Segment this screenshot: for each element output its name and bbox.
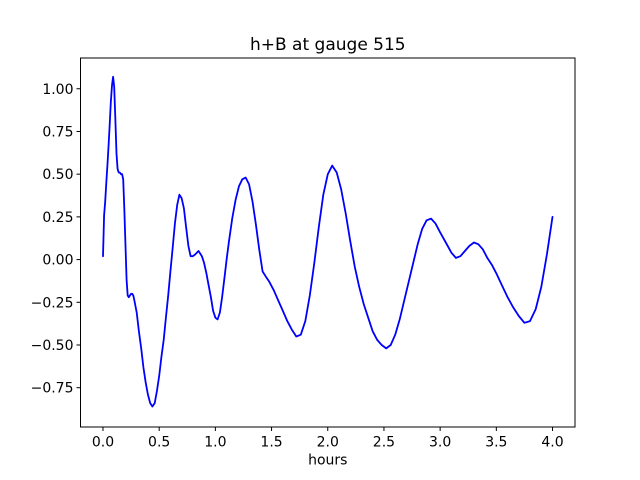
x-axis-label: hours xyxy=(308,453,347,469)
y-tick-label: 0.50 xyxy=(42,167,73,183)
y-tick-label: −0.50 xyxy=(31,338,74,354)
x-tick-label: 2.0 xyxy=(317,435,339,451)
y-tick-label: 1.00 xyxy=(42,82,73,98)
y-tick-label: 0.75 xyxy=(42,124,73,140)
y-axis-ticks: 1.00 0.75 0.50 0.25 0.00 −0.25 −0.50 −0.75 xyxy=(31,82,81,397)
x-tick-label: 4.0 xyxy=(541,435,563,451)
x-tick-label: 1.5 xyxy=(260,435,282,451)
x-tick-label: 0.5 xyxy=(148,435,170,451)
y-tick-label: −0.75 xyxy=(31,381,74,397)
chart-title: h+B at gauge 515 xyxy=(250,35,406,55)
x-axis-ticks: 0.0 0.5 1.0 1.5 2.0 2.5 3.0 3.5 4.0 xyxy=(92,427,564,451)
x-tick-label: 2.5 xyxy=(373,435,395,451)
x-tick-label: 0.0 xyxy=(92,435,114,451)
x-tick-label: 3.0 xyxy=(429,435,451,451)
x-tick-label: 1.0 xyxy=(204,435,226,451)
y-tick-label: 0.25 xyxy=(42,210,73,226)
y-tick-label: 0.00 xyxy=(42,253,73,269)
plot-border xyxy=(80,57,576,428)
data-line xyxy=(102,75,554,408)
y-tick-label: −0.25 xyxy=(31,295,74,311)
x-tick-label: 3.5 xyxy=(485,435,507,451)
